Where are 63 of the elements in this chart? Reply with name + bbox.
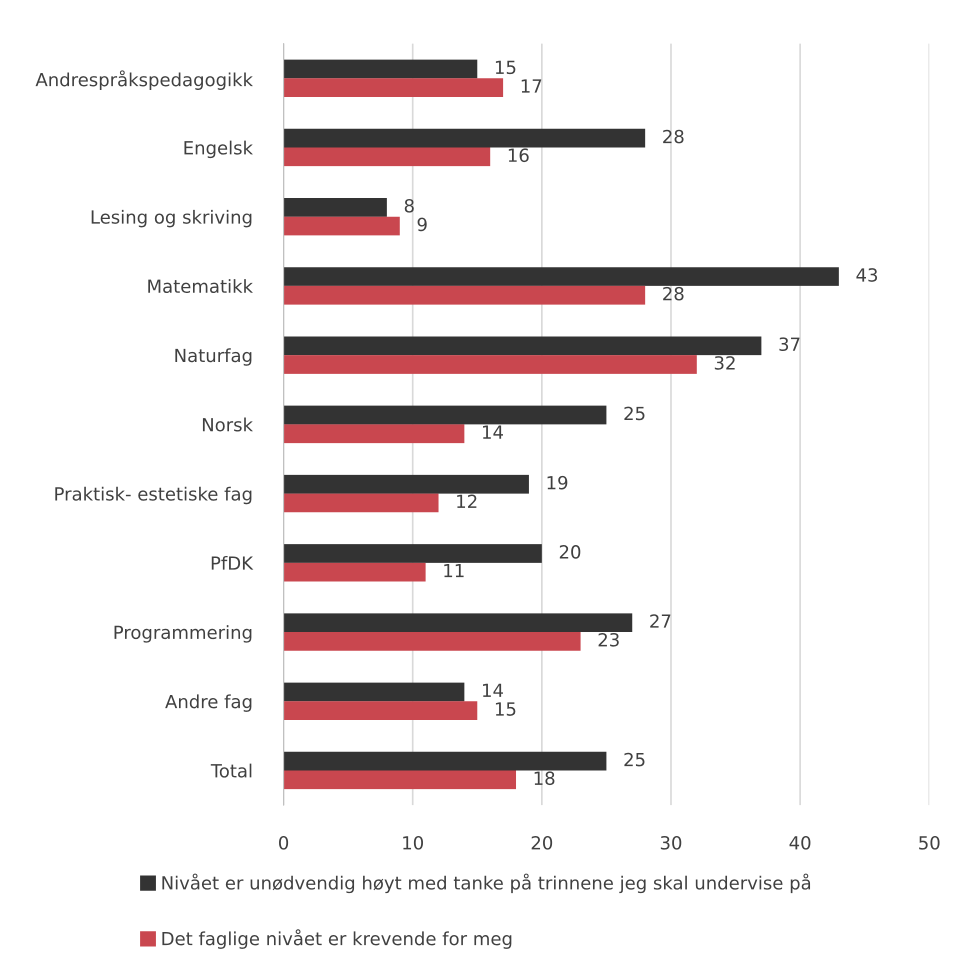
x-tick-label: 0 <box>279 836 288 850</box>
data-label: 18 <box>534 771 554 786</box>
bar <box>284 682 464 702</box>
data-label: 15 <box>496 60 516 74</box>
data-label: 20 <box>560 545 580 559</box>
data-label: 25 <box>624 752 644 766</box>
x-tick-label: 30 <box>660 836 682 850</box>
data-label: 8 <box>404 198 414 213</box>
bar <box>284 770 516 790</box>
x-tick-label: 40 <box>790 836 810 850</box>
y-tick-label: Praktisk- estetiske fag <box>55 486 252 504</box>
data-label: 14 <box>483 426 503 439</box>
bar <box>284 474 529 494</box>
y-tick-label: Total <box>210 764 252 778</box>
bar <box>284 632 581 651</box>
y-tick-label: Engelsk <box>184 140 253 158</box>
legend-label: Nivået er unødvendig høyt med tanke på trinnene jeg skal undervise på <box>162 874 810 894</box>
bar <box>284 60 478 78</box>
data-label: 32 <box>714 356 735 370</box>
y-tick-label: Programmering <box>114 625 252 643</box>
bar <box>284 78 504 97</box>
y-tick-label: Lesing og skriving <box>92 210 252 228</box>
bar <box>284 267 839 286</box>
bar <box>284 613 632 632</box>
data-label: 37 <box>779 337 800 352</box>
bar <box>284 406 606 424</box>
data-label: 27 <box>650 614 670 628</box>
data-label: 43 <box>856 268 878 282</box>
bar <box>284 752 606 770</box>
bar <box>284 424 464 444</box>
x-tick-label: 10 <box>403 836 423 850</box>
y-tick-label: Naturfag <box>175 348 252 366</box>
bar <box>284 336 762 356</box>
bar <box>284 562 426 582</box>
bar <box>284 701 478 720</box>
legend-label: Det faglige nivået er krevende for meg <box>162 929 512 949</box>
data-label: 23 <box>598 632 619 647</box>
data-label: 9 <box>418 218 427 232</box>
data-label: 28 <box>663 286 684 301</box>
y-tick-label: PfDK <box>212 556 254 570</box>
x-tick-label: 50 <box>919 836 940 850</box>
data-label: 17 <box>522 79 542 93</box>
bar <box>284 544 542 563</box>
data-label: 28 <box>663 130 684 144</box>
y-tick-label: Matematikk <box>148 279 253 294</box>
data-label: 25 <box>624 406 644 420</box>
data-label: 14 <box>483 684 503 697</box>
bar <box>284 286 646 305</box>
x-tick-label: 20 <box>532 836 552 850</box>
bar <box>284 494 439 512</box>
y-tick-label: Andrespråkspedagogikk <box>36 70 253 90</box>
bar <box>284 216 400 236</box>
bar <box>284 147 490 166</box>
data-label: 19 <box>548 476 568 490</box>
data-label: 15 <box>496 702 516 716</box>
y-tick-label: Norsk <box>202 418 253 432</box>
data-label: 16 <box>508 148 529 162</box>
data-label: 11 <box>444 564 464 578</box>
bar <box>284 128 646 148</box>
data-label: 12 <box>457 494 476 508</box>
bar <box>284 355 697 374</box>
bar <box>284 198 387 217</box>
y-tick-label: Andre fag <box>165 694 252 712</box>
